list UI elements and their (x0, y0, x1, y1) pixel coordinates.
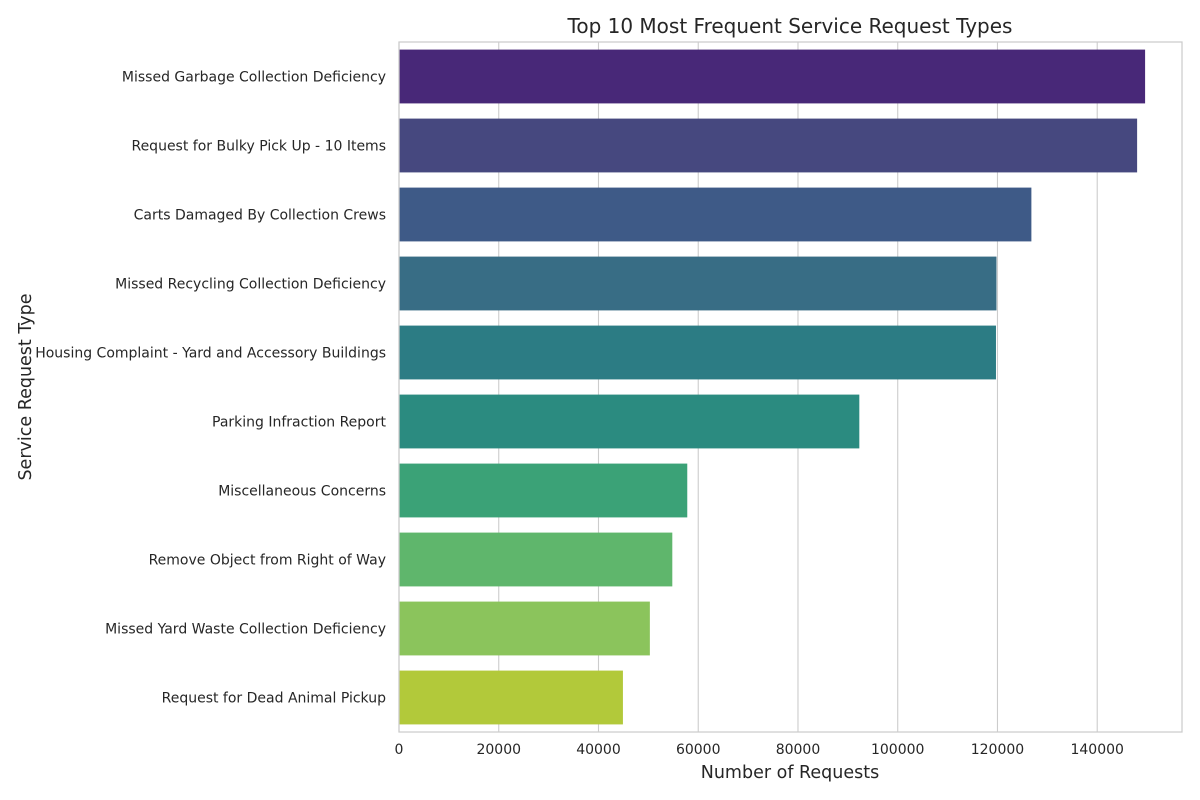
bar (399, 49, 1146, 104)
bars (399, 49, 1146, 725)
y-tick-label: Missed Garbage Collection Deficiency (122, 70, 386, 86)
x-axis-label: Number of Requests (701, 763, 880, 783)
y-tick-label: Request for Bulky Pick Up - 10 Items (131, 139, 386, 155)
x-tick-label: 20000 (476, 742, 521, 758)
y-tick-label: Request for Dead Animal Pickup (162, 691, 386, 707)
bar (399, 670, 623, 725)
bar (399, 256, 997, 311)
x-tick-labels: 0 20000 40000 60000 80000 100000 120000 140000 (395, 742, 1124, 758)
bar (399, 118, 1138, 173)
x-tick-label: 80000 (776, 742, 821, 758)
y-tick-label: Carts Damaged By Collection Crews (134, 208, 386, 224)
y-tick-label: Parking Infraction Report (212, 415, 387, 431)
y-tick-labels: Missed Garbage Collection Deficiency Requ… (35, 70, 386, 707)
y-axis-label: Service Request Type (16, 293, 36, 480)
y-tick-label: Housing Complaint - Yard and Accessory B… (35, 346, 386, 362)
plot-frame (398, 41, 1183, 733)
bar (399, 394, 860, 449)
y-tick-label: Miscellaneous Concerns (218, 484, 386, 500)
bar (399, 532, 673, 587)
x-tick-label: 100000 (871, 742, 924, 758)
x-tick-label: 40000 (576, 742, 621, 758)
chart-title: Top 10 Most Frequent Service Request Typ… (567, 14, 1013, 38)
y-tick-label: Missed Yard Waste Collection Deficiency (105, 622, 386, 638)
bar (399, 601, 650, 656)
y-tick-label: Missed Recycling Collection Deficiency (115, 277, 386, 293)
y-tick-label: Remove Object from Right of Way (149, 553, 386, 569)
x-tick-label: 60000 (676, 742, 721, 758)
bar (399, 187, 1032, 242)
bar (399, 325, 996, 380)
x-tick-label: 140000 (1070, 742, 1123, 758)
x-tick-label: 0 (395, 742, 404, 758)
bar (399, 463, 688, 518)
x-tick-label: 120000 (971, 742, 1024, 758)
